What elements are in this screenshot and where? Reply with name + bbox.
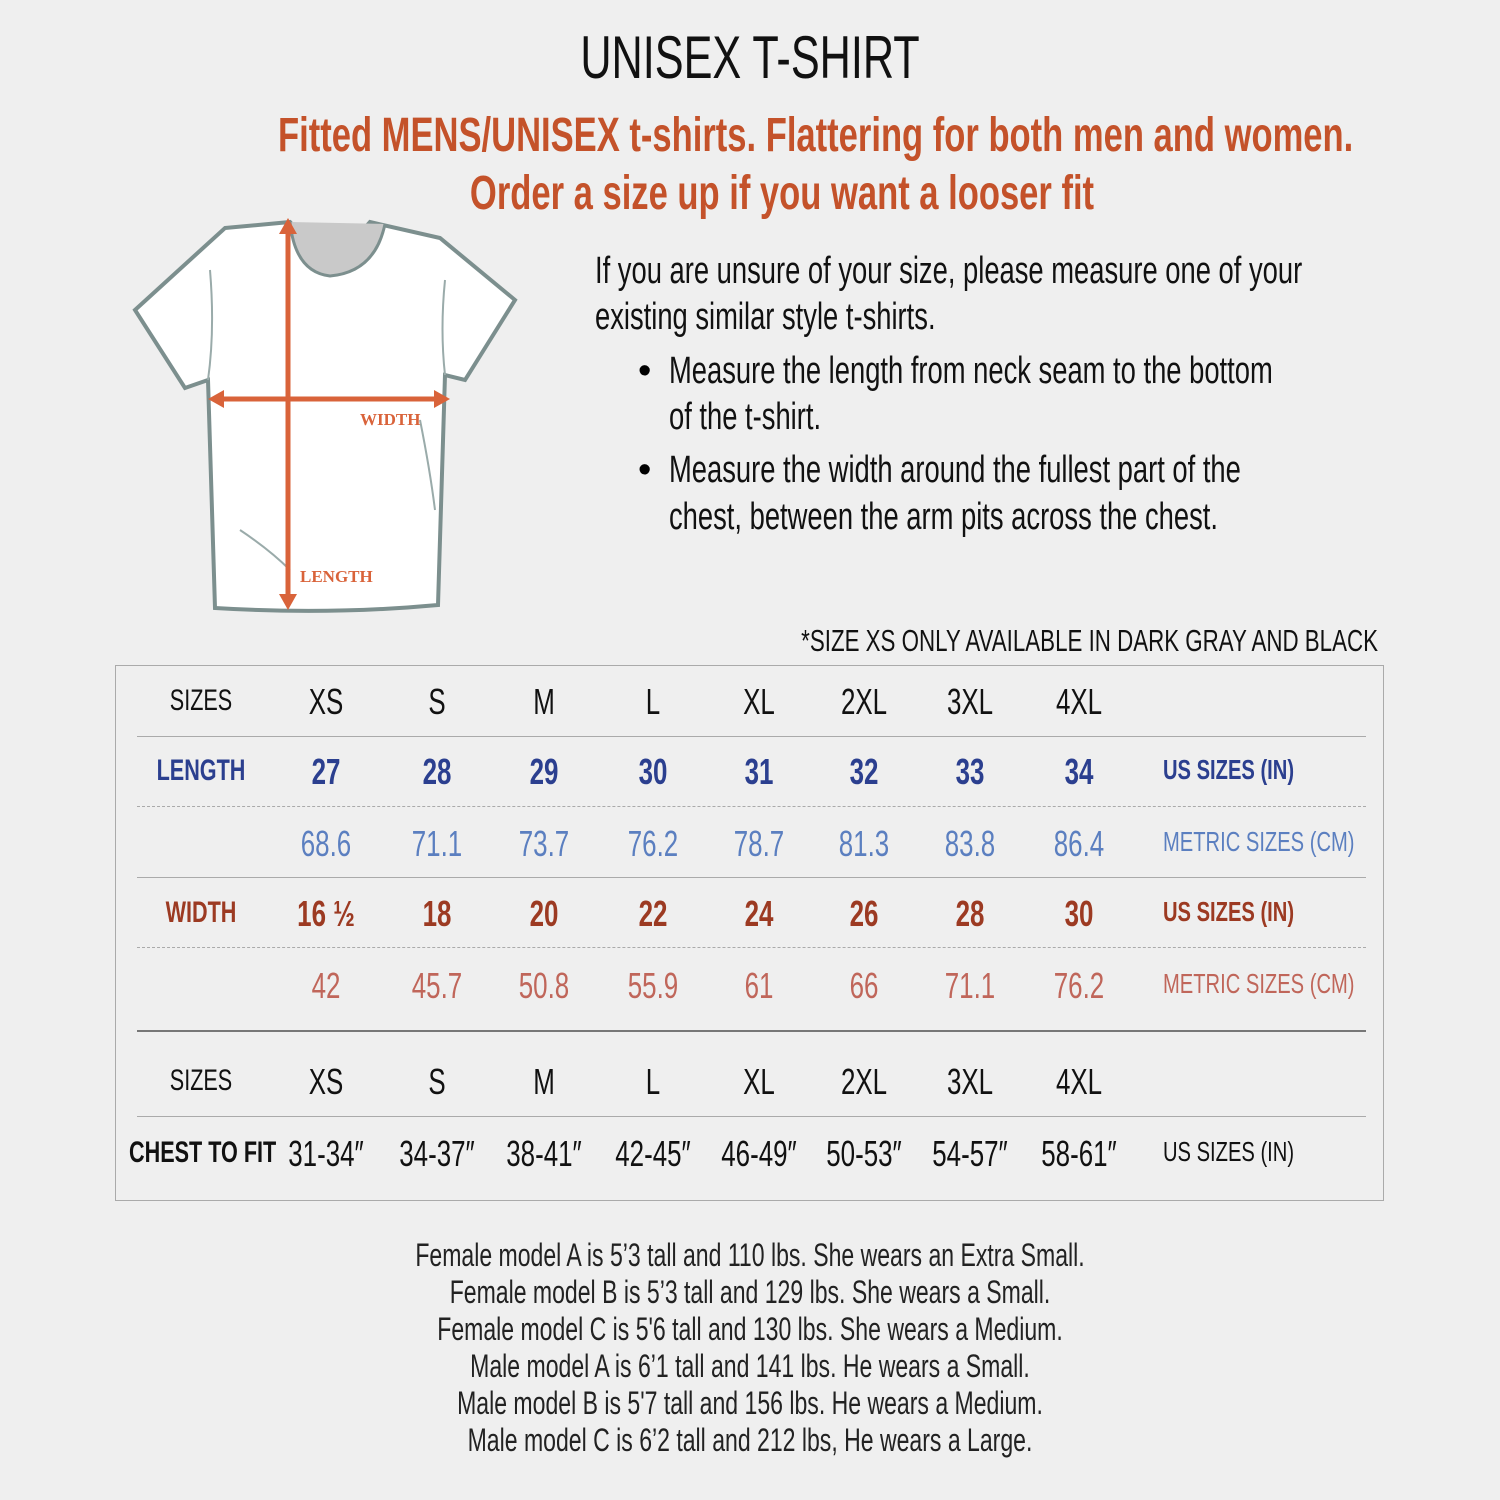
cell: 71.1 [411,823,463,864]
cell: 81.3 [838,823,890,864]
unit-label: US SIZES (IN) [1163,1136,1295,1167]
cell: 30 [638,751,668,792]
cell: 50.8 [518,965,570,1006]
table-rule [137,806,1366,807]
cell: L [645,1061,661,1102]
cell: M [533,1061,555,1102]
cell: 16 ½ [297,893,355,934]
footer-line: Male model B is 5'7 tall and 156 lbs. He… [457,1385,1043,1421]
cell: 42 [311,965,341,1006]
unit-label: METRIC SIZES (CM) [1163,826,1355,857]
cell: 18 [422,893,452,934]
cell: 83.8 [944,823,996,864]
shirt-diagram: WIDTH LENGTH [132,218,518,613]
cell: 50-53″ [826,1133,902,1174]
title: UNISEX T-SHIRT [580,24,920,91]
table-rule [137,1030,1366,1032]
length-label: LENGTH [300,567,373,586]
cell: 76.2 [627,823,679,864]
cell: XL [743,1061,775,1102]
bullet-text: chest, between the arm pits across the c… [669,496,1218,538]
cell: L [645,681,661,722]
cell: S [428,1061,446,1102]
cell: 4XL [1055,681,1103,722]
cell: 45.7 [411,965,463,1006]
row-label: CHEST TO FIT [129,1136,277,1169]
table-rule [137,947,1366,948]
bullet-text: Measure the width around the fullest par… [669,449,1241,491]
bullet-text: of the t-shirt. [669,396,822,438]
cell: 31-34″ [288,1133,364,1174]
cell: S [428,681,446,722]
cell: 28 [955,893,985,934]
bullet: • [638,350,652,392]
cell: 4XL [1055,1061,1103,1102]
cell: 34-37″ [399,1133,475,1174]
unit-label: US SIZES (IN) [1163,754,1295,785]
cell: 38-41″ [506,1133,582,1174]
cell: 76.2 [1053,965,1105,1006]
cell: 71.1 [944,965,996,1006]
cell: 2XL [840,1061,888,1102]
bullet-text: Measure the length from neck seam to the… [669,350,1273,392]
row-label: SIZES [169,1064,233,1097]
cell: 3XL [946,1061,994,1102]
cell: 28 [422,751,452,792]
cell: XS [308,681,344,722]
cell: 22 [638,893,668,934]
cell: 68.6 [300,823,352,864]
cell: 20 [529,893,559,934]
note: *SIZE XS ONLY AVAILABLE IN DARK GRAY AND… [801,623,1378,658]
cell: 24 [744,893,774,934]
cell: 3XL [946,681,994,722]
row-label: WIDTH [165,896,237,929]
unit-label: US SIZES (IN) [1163,896,1295,927]
footer-line: Female model C is 5'6 tall and 130 lbs. … [437,1311,1063,1347]
intro: If you are unsure of your size, please m… [595,250,1303,292]
cell: 73.7 [518,823,570,864]
unit-label: METRIC SIZES (CM) [1163,968,1355,999]
cell: 29 [529,751,559,792]
cell: 55.9 [627,965,679,1006]
subtitle: Fitted MENS/UNISEX t-shirts. Flattering … [277,109,1354,162]
cell: 78.7 [733,823,785,864]
cell: XL [743,681,775,722]
cell: 54-57″ [932,1133,1008,1174]
width-label: WIDTH [360,410,420,429]
table-rule [137,1116,1366,1117]
footer-line: Female model B is 5’3 tall and 129 lbs. … [449,1274,1051,1310]
cell: 31 [744,751,774,792]
table-rule [137,736,1366,737]
cell: 61 [744,965,774,1006]
row-label: LENGTH [156,754,246,787]
subtitle: Order a size up if you want a looser fit [469,167,1095,220]
cell: 26 [849,893,879,934]
cell: M [533,681,555,722]
table-rule [137,877,1366,878]
cell: 27 [311,751,341,792]
cell: 86.4 [1053,823,1105,864]
cell: 33 [955,751,985,792]
cell: 66 [849,965,879,1006]
cell: XS [308,1061,344,1102]
row-label: SIZES [169,684,233,717]
cell: 46-49″ [721,1133,797,1174]
cell: 34 [1064,751,1094,792]
cell: 30 [1064,893,1094,934]
footer-line: Male model C is 6’2 tall and 212 lbs, He… [467,1422,1033,1458]
cell: 32 [849,751,879,792]
footer-line: Male model A is 6’1 tall and 141 lbs. He… [470,1348,1030,1384]
cell: 2XL [840,681,888,722]
intro: existing similar style t-shirts. [595,296,936,338]
cell: 58-61″ [1041,1133,1117,1174]
size-table [115,665,1384,1201]
bullet: • [638,449,652,491]
cell: 42-45″ [615,1133,691,1174]
footer-line: Female model A is 5’3 tall and 110 lbs. … [415,1237,1085,1273]
